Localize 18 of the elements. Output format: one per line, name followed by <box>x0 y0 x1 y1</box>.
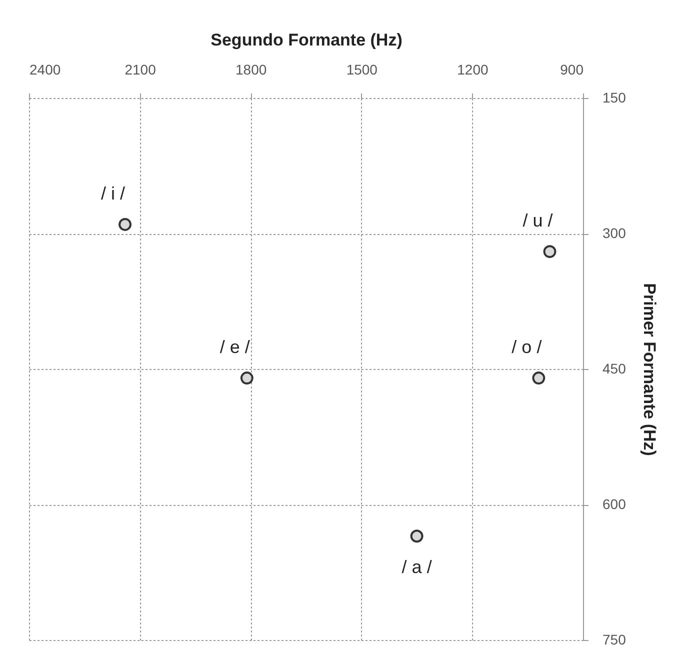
y-tick-label: 750 <box>602 632 626 648</box>
annotation: / o / <box>512 337 542 358</box>
x-tick-label: 1800 <box>236 62 267 78</box>
y-tick-label: 150 <box>602 90 626 106</box>
x-axis-title: Segundo Formante (Hz) <box>210 30 402 50</box>
y-tick-label: 600 <box>602 496 626 512</box>
y-axis-title: Primer Formante (Hz) <box>640 283 659 456</box>
x-tick-label: 1500 <box>346 62 378 78</box>
y-tick-label: 450 <box>602 360 626 376</box>
annotation: / u / <box>522 210 553 231</box>
x-tick-label: 1200 <box>457 62 488 78</box>
x-tick-label: 2400 <box>30 62 61 78</box>
y-tick-label: 300 <box>602 225 626 241</box>
annotation: / e / <box>220 337 250 358</box>
x-tick-label: 900 <box>560 62 584 78</box>
annotation: / i / <box>101 183 126 204</box>
x-tick-label: 2100 <box>124 62 156 78</box>
annotation: / a / <box>402 557 432 578</box>
